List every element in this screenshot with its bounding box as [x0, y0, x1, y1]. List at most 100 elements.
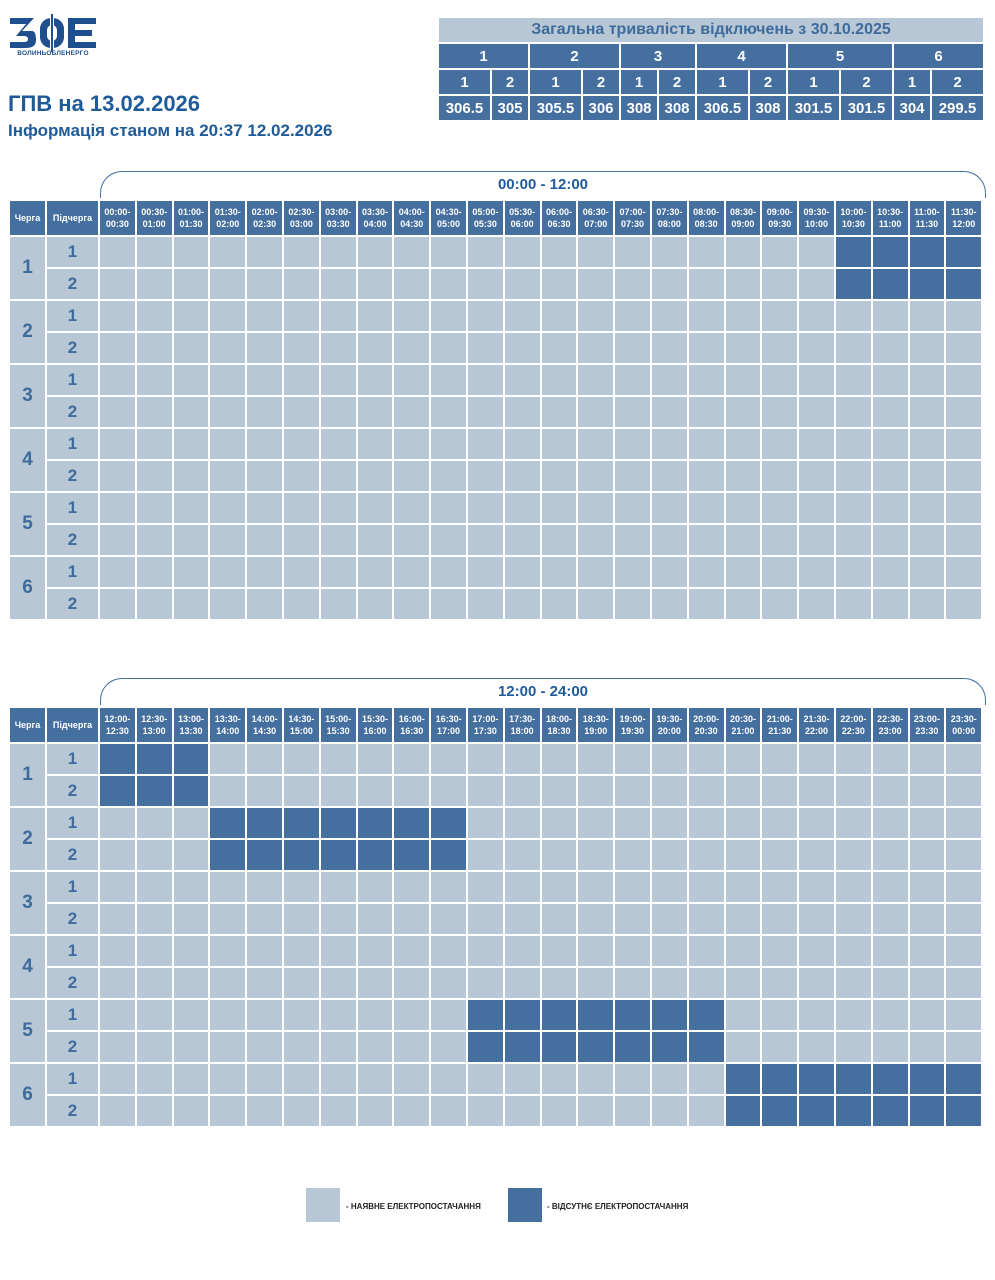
slot-cell-power: [245, 491, 284, 525]
slot-cell-power: [171, 331, 211, 365]
slot-cell-power: [208, 555, 248, 589]
slot-cell-power: [649, 934, 689, 968]
slot-cell-power: [649, 363, 689, 397]
slot-cell-power: [318, 742, 358, 776]
slot-cell-power: [907, 902, 947, 936]
slot-cell-power: [833, 806, 873, 840]
slot-cell-power: [797, 299, 836, 333]
slot-cell-power: [723, 742, 763, 776]
slot-cell-no-power: [797, 1094, 836, 1128]
slot-cell-power: [171, 555, 211, 589]
slot-cell-power: [392, 395, 432, 429]
table-row: 2: [9, 774, 984, 808]
slot-cell-power: [944, 806, 984, 840]
slot-cell-power: [429, 459, 468, 493]
legend-off-swatch: [508, 1188, 542, 1222]
slot-cell-power: [281, 587, 321, 621]
slot-cell-power: [245, 742, 284, 776]
slot-cell-power: [797, 774, 836, 808]
slot-cell-power: [833, 998, 873, 1032]
slot-cell-power: [907, 806, 947, 840]
slot-cell-power: [686, 1094, 726, 1128]
slot-cell-power: [355, 491, 395, 525]
slot-cell-power: [760, 966, 800, 1000]
table-row: 2: [9, 587, 984, 621]
slot-cell-power: [355, 523, 395, 557]
slot-cell-no-power: [208, 806, 248, 840]
summary-queue-header: 5: [786, 42, 894, 70]
slot-cell-power: [355, 427, 395, 461]
slot-cell-power: [613, 395, 652, 429]
slot-cell-power: [392, 934, 432, 968]
slot-cell-no-power: [98, 742, 137, 776]
slot-cell-power: [613, 1062, 652, 1096]
slot-cell-power: [465, 299, 505, 333]
slot-cell-power: [171, 427, 211, 461]
slot-cell-power: [392, 523, 432, 557]
column-header-timeslot: 11:30- 12:00: [944, 199, 984, 237]
column-header-timeslot: 10:00- 10:30: [833, 199, 873, 237]
slot-cell-power: [686, 331, 726, 365]
legend-on-label: - НАЯВНЕ ЕЛЕКТРОПОСТАЧАННЯ: [346, 1202, 481, 1211]
legend-off-label: - ВІДСУТНЄ ЕЛЕКТРОПОСТАЧАННЯ: [547, 1202, 689, 1211]
slot-cell-power: [281, 523, 321, 557]
period-label: 12:00 - 24:00: [100, 678, 986, 705]
subqueue-number: 1: [45, 742, 100, 776]
slot-cell-power: [833, 555, 873, 589]
slot-cell-power: [539, 966, 579, 1000]
slot-cell-no-power: [944, 1094, 984, 1128]
slot-cell-power: [760, 1030, 800, 1064]
slot-cell-power: [613, 491, 652, 525]
slot-cell-power: [870, 966, 910, 1000]
slot-cell-power: [613, 870, 652, 904]
company-logo: ВОЛИНЬОБЛЕНЕРГО: [8, 14, 98, 62]
slot-cell-power: [245, 870, 284, 904]
queue-number: 6: [8, 555, 47, 621]
slot-cell-power: [760, 491, 800, 525]
slot-cell-power: [281, 774, 321, 808]
slot-cell-power: [723, 299, 763, 333]
slot-cell-power: [833, 523, 873, 557]
slot-cell-no-power: [502, 998, 542, 1032]
slot-cell-no-power: [171, 774, 211, 808]
slot-cell-power: [465, 491, 505, 525]
slot-cell-power: [613, 587, 652, 621]
slot-cell-power: [245, 427, 284, 461]
slot-cell-power: [686, 587, 726, 621]
column-header-timeslot: 17:00- 17:30: [465, 706, 505, 744]
slot-cell-power: [98, 523, 137, 557]
slot-cell-power: [392, 491, 432, 525]
column-header-timeslot: 07:30- 08:00: [649, 199, 689, 237]
summary-queue-header: 4: [695, 42, 788, 70]
slot-cell-power: [944, 774, 984, 808]
slot-cell-power: [208, 998, 248, 1032]
summary-queue-header: 6: [892, 42, 985, 70]
queue-number: 5: [8, 491, 47, 557]
slot-cell-power: [613, 774, 652, 808]
summary-queue-header: 2: [528, 42, 621, 70]
slot-cell-power: [318, 934, 358, 968]
slot-cell-power: [870, 1030, 910, 1064]
slot-cell-no-power: [208, 838, 248, 872]
slot-cell-power: [576, 870, 616, 904]
slot-cell-no-power: [392, 806, 432, 840]
slot-cell-power: [98, 299, 137, 333]
slot-cell-power: [833, 870, 873, 904]
summary-duration-value: 304: [892, 94, 932, 122]
slot-cell-power: [723, 934, 763, 968]
slot-cell-power: [576, 966, 616, 1000]
subqueue-number: 2: [45, 395, 100, 429]
slot-cell-power: [245, 523, 284, 557]
slot-cell-power: [502, 587, 542, 621]
subqueue-number: 2: [45, 774, 100, 808]
slot-cell-power: [870, 998, 910, 1032]
slot-cell-power: [392, 1062, 432, 1096]
slot-cell-power: [797, 491, 836, 525]
slot-cell-power: [833, 774, 873, 808]
slot-cell-power: [429, 555, 468, 589]
slot-cell-power: [539, 742, 579, 776]
slot-cell-power: [171, 459, 211, 493]
slot-cell-no-power: [944, 235, 984, 269]
